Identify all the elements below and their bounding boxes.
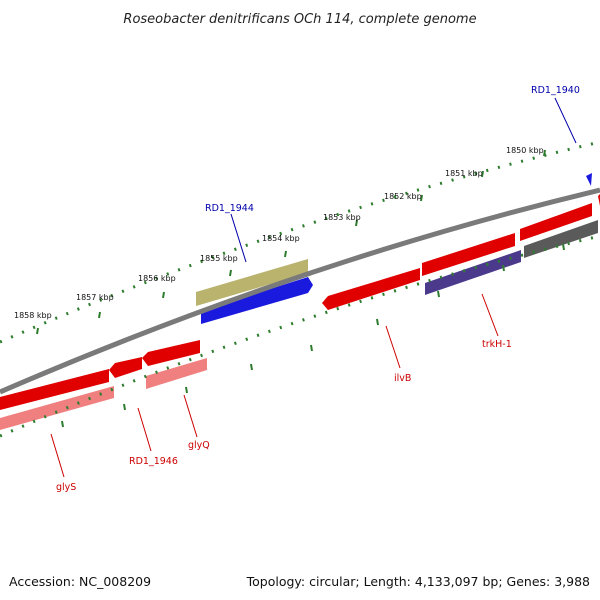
minor-tick: [562, 243, 565, 251]
kbp-label: 1852 kbp: [384, 192, 422, 201]
gene-glyq-red[interactable]: [142, 340, 200, 366]
kbp-label: 1853 kbp: [323, 213, 361, 222]
minor-tick: [376, 318, 379, 326]
minor-tick: [502, 264, 505, 272]
kbp-labels: 1850 kbp 1851 kbp 1852 kbp 1853 kbp 1854…: [14, 146, 544, 320]
major-tick-1854: [284, 250, 287, 258]
kbp-label: 1856 kbp: [138, 274, 176, 283]
gene-gray[interactable]: [524, 220, 598, 258]
minor-tick: [123, 403, 126, 411]
leader-glyq: [183, 394, 198, 438]
leader-rd1-1944: [230, 213, 247, 263]
major-tick-1858: [36, 327, 39, 335]
gene-labels: RD1_1940 RD1_1944 trkH-1 ilvB glyQ RD1_1…: [56, 85, 580, 493]
major-tick-1851: [481, 170, 484, 178]
map-title: Roseobacter denitrificans OCh 114, compl…: [123, 12, 476, 27]
gene-rd1-1940-arrow[interactable]: [586, 173, 592, 186]
major-tick-1857: [98, 311, 101, 319]
accession-text: Accession: NC_008209: [9, 574, 151, 589]
minor-tick: [437, 290, 440, 298]
kbp-label: 1857 kbp: [76, 293, 114, 302]
kbp-label: 1851 kbp: [445, 169, 483, 178]
gene-label-rd1-1946[interactable]: RD1_1946: [129, 456, 178, 467]
minor-tick: [185, 386, 188, 394]
gene-red-mid-right[interactable]: [422, 233, 515, 276]
gene-rd1-1944[interactable]: [201, 277, 313, 324]
minor-tick: [61, 420, 64, 428]
leader-rd1-1940: [554, 97, 577, 144]
minor-tick: [250, 363, 253, 371]
major-tick-1850: [543, 149, 546, 157]
gene-glyq-light[interactable]: [146, 358, 207, 389]
gene-label-trkh-1[interactable]: trkH-1: [482, 339, 512, 350]
leader-ilvb: [385, 325, 401, 369]
leader-lines: [50, 97, 577, 478]
reverse-strand-genes: [196, 173, 600, 324]
leader-glys: [50, 433, 65, 478]
kbp-label: 1855 kbp: [200, 254, 238, 263]
minor-tick: [310, 344, 313, 352]
outer-tick-ring: [0, 140, 600, 344]
major-tick-1855: [229, 269, 232, 277]
major-tick-1852: [420, 194, 423, 202]
genome-backbone: [0, 187, 600, 395]
major-tick-1856: [162, 291, 165, 299]
forward-strand-genes: [0, 220, 598, 430]
gene-rd1-1946[interactable]: [109, 357, 142, 378]
gene-glys-red[interactable]: [0, 369, 109, 410]
gene-label-glys[interactable]: glyS: [56, 482, 76, 493]
kbp-label: 1854 kbp: [262, 234, 300, 243]
kbp-label: 1858 kbp: [14, 311, 52, 320]
gene-glys-light[interactable]: [0, 386, 114, 430]
gene-trkh-1[interactable]: [425, 250, 521, 295]
inner-tick-ring: [0, 234, 600, 438]
gene-olive[interactable]: [196, 259, 308, 306]
gene-ilvb[interactable]: [322, 268, 420, 310]
gene-label-ilvb[interactable]: ilvB: [394, 373, 411, 384]
gene-red-upper-right[interactable]: [520, 203, 592, 241]
gene-label-glyq[interactable]: glyQ: [188, 440, 210, 451]
gene-label-rd1-1940[interactable]: RD1_1940: [531, 85, 580, 96]
leader-trkh-1: [481, 293, 499, 337]
kbp-label: 1850 kbp: [506, 146, 544, 155]
major-tick-1853: [355, 219, 358, 227]
genome-summary-text: Topology: circular; Length: 4,133,097 bp…: [246, 574, 590, 589]
leader-rd1-1946: [137, 407, 152, 452]
gene-label-rd1-1944[interactable]: RD1_1944: [205, 203, 254, 214]
